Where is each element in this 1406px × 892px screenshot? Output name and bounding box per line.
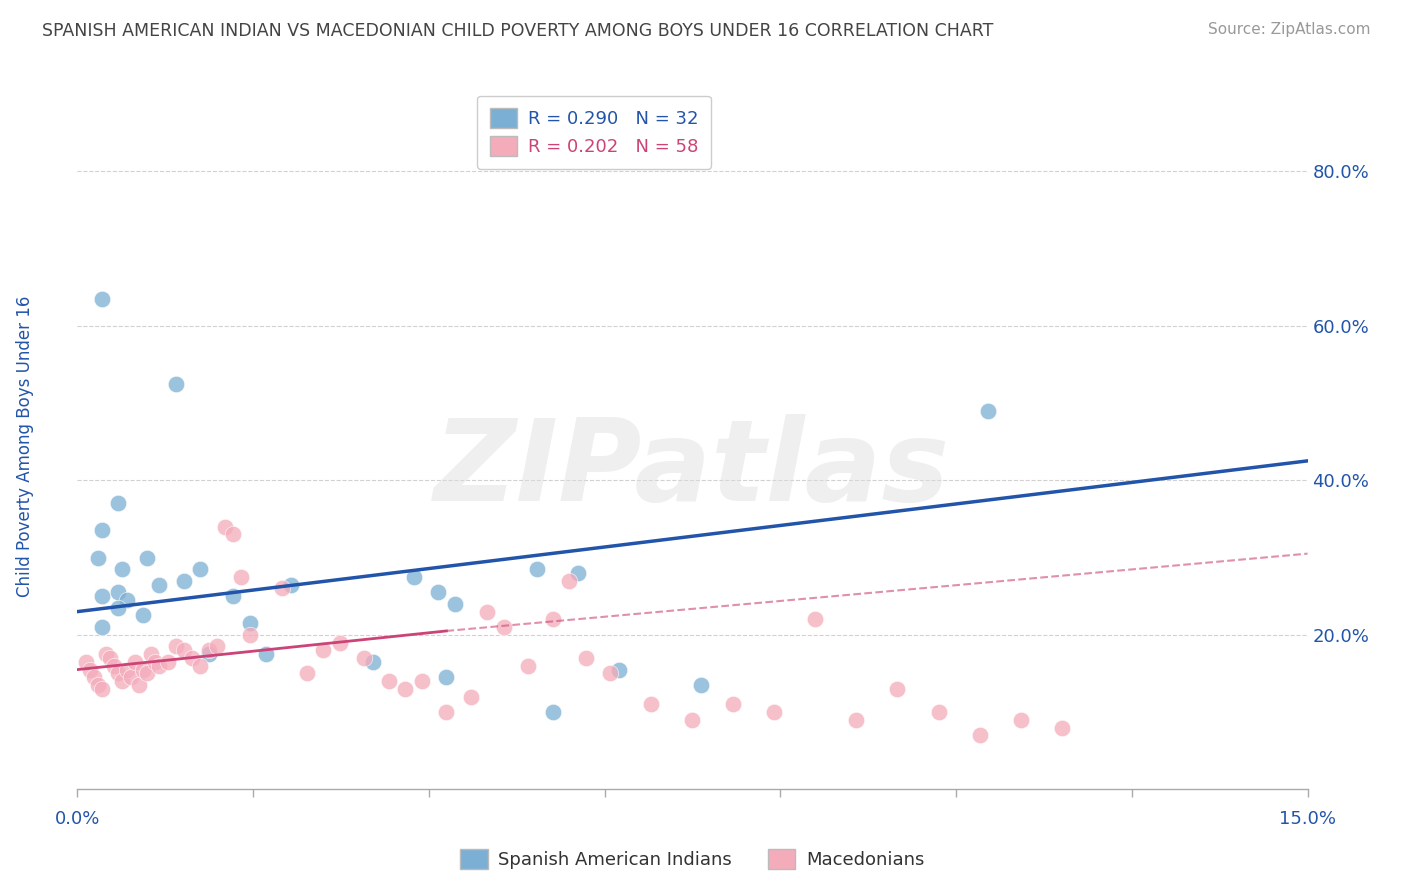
Point [640,698,662,712]
Text: Source: ZipAtlas.com: Source: ZipAtlas.com [1208,22,1371,37]
Point [148,577,170,591]
Point [804,612,827,626]
Point [165,640,187,654]
Text: ZIPatlas: ZIPatlas [434,414,950,524]
Point [132,608,155,623]
Point [526,562,548,576]
Point [222,527,245,541]
Point [188,562,212,576]
Point [173,643,195,657]
Point [231,570,253,584]
Point [312,643,335,657]
Point [567,566,589,580]
Point [222,589,245,603]
Point [402,570,425,584]
Point [239,616,262,631]
Point [1010,713,1032,727]
Point [271,582,294,596]
Point [181,651,204,665]
Point [136,550,159,565]
Point [197,643,219,657]
Point [541,705,564,719]
Point [1050,721,1073,735]
Point [79,663,101,677]
Point [280,577,302,591]
Point [205,640,228,654]
Point [436,705,458,719]
Point [90,292,114,306]
Point [492,620,515,634]
Legend: Spanish American Indians, Macedonians: Spanish American Indians, Macedonians [451,840,934,878]
Point [329,635,352,649]
Point [607,663,630,677]
Point [295,666,318,681]
Point [517,658,540,673]
Point [148,658,170,673]
Point [599,666,621,681]
Point [156,655,179,669]
Point [94,647,117,661]
Point [90,589,114,603]
Point [460,690,482,704]
Point [254,647,277,661]
Text: 0.0%: 0.0% [55,810,100,828]
Point [111,562,134,576]
Point [141,647,163,661]
Point [107,585,129,599]
Text: SPANISH AMERICAN INDIAN VS MACEDONIAN CHILD POVERTY AMONG BOYS UNDER 16 CORRELAT: SPANISH AMERICAN INDIAN VS MACEDONIAN CH… [42,22,994,40]
Point [197,647,219,661]
Point [353,651,375,665]
Point [98,651,121,665]
Point [689,678,711,692]
Point [361,655,384,669]
Point [477,605,499,619]
Point [115,663,138,677]
Point [763,705,786,719]
Point [107,666,129,681]
Point [886,681,908,696]
Point [87,550,110,565]
Point [111,674,134,689]
Point [136,666,159,681]
Point [188,658,212,673]
Point [120,670,142,684]
Point [969,728,991,742]
Point [128,678,150,692]
Point [541,612,564,626]
Point [90,524,114,538]
Point [575,651,598,665]
Point [165,376,187,391]
Point [977,403,1000,417]
Point [411,674,433,689]
Point [427,585,450,599]
Point [845,713,868,727]
Point [83,670,105,684]
Point [239,628,262,642]
Text: Child Poverty Among Boys Under 16: Child Poverty Among Boys Under 16 [17,295,34,597]
Point [723,698,745,712]
Point [558,574,581,588]
Point [87,678,110,692]
Point [103,658,125,673]
Point [214,519,236,533]
Text: 15.0%: 15.0% [1279,810,1336,828]
Point [378,674,401,689]
Point [682,713,704,727]
Point [928,705,950,719]
Point [107,496,129,510]
Point [75,655,97,669]
Point [107,600,129,615]
Point [132,663,155,677]
Point [124,655,146,669]
Point [90,681,114,696]
Point [115,593,138,607]
Point [173,574,195,588]
Point [90,620,114,634]
Point [143,655,166,669]
Point [436,670,458,684]
Point [443,597,465,611]
Point [394,681,416,696]
